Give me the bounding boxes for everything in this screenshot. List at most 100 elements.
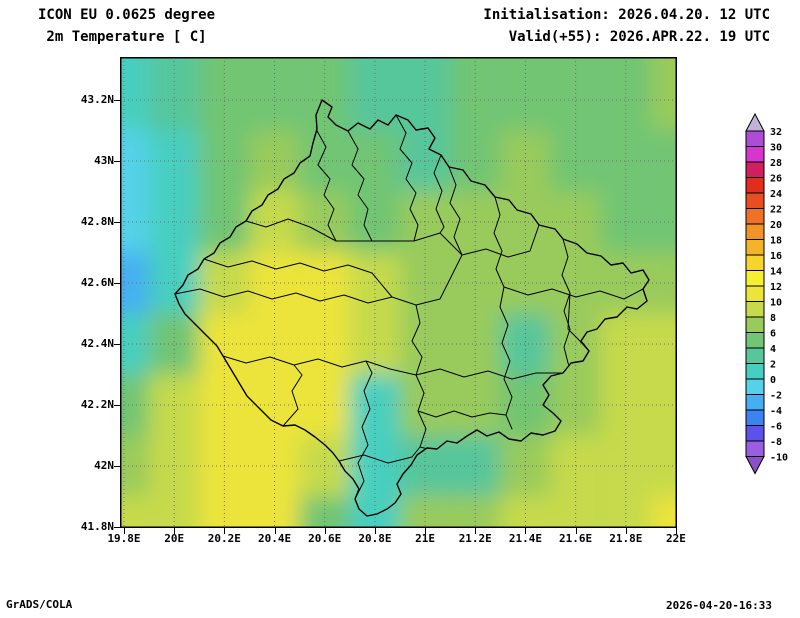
municipality-border-line — [203, 258, 393, 298]
model-title: ICON EU 0.0625 degree — [38, 7, 216, 23]
x-axis-label: 19.8E — [107, 532, 141, 545]
colorbar-segment — [745, 239, 765, 256]
municipality-border-line — [347, 130, 373, 242]
y-axis-tick — [114, 222, 120, 223]
y-axis-tick — [114, 344, 120, 345]
colorbar-segment — [745, 285, 765, 302]
y-axis-label: 41.8N — [80, 520, 114, 533]
heatmap-cell — [600, 313, 651, 375]
y-axis-label: 42.8N — [80, 215, 114, 228]
heatmap-cell — [120, 496, 150, 528]
colorbar-label: 20 — [770, 220, 782, 231]
municipality-border-line — [222, 355, 564, 380]
x-axis-tick — [324, 528, 326, 534]
colorbar-label: 14 — [770, 266, 782, 277]
y-axis-tick — [114, 405, 120, 406]
x-axis-label: 20.8E — [358, 532, 392, 545]
colorbar-label: 6 — [770, 328, 776, 339]
x-axis-label: 20E — [164, 532, 185, 545]
x-axis-label: 21E — [415, 532, 436, 545]
heatmap-cell — [650, 374, 677, 436]
heatmap-cell — [149, 313, 200, 375]
y-axis-label: 42.6N — [80, 276, 114, 289]
heatmap-cell — [650, 252, 677, 314]
colorbar-segment — [745, 130, 765, 147]
heatmap-cell — [650, 496, 677, 528]
x-axis-label: 21.6E — [559, 532, 593, 545]
colorbar-under-arrow — [745, 456, 765, 475]
heatmap-cell — [650, 57, 677, 131]
municipality-border-line — [433, 154, 445, 234]
heatmap-cell — [120, 57, 150, 131]
colorbar-segment — [745, 146, 765, 163]
colorbar-label: -8 — [770, 437, 782, 448]
colorbar-label: 26 — [770, 173, 782, 184]
colorbar-label: -6 — [770, 421, 782, 432]
x-axis-tick — [174, 528, 176, 534]
colorbar-label: 2 — [770, 359, 776, 370]
heatmap-cell — [349, 252, 400, 314]
colorbar-label: 18 — [770, 235, 782, 246]
colorbar-label: 4 — [770, 344, 776, 355]
x-axis-tick — [224, 528, 226, 534]
colorbar-segment — [745, 332, 765, 349]
colorbar-label: 32 — [770, 127, 782, 138]
x-axis-tick — [374, 528, 376, 534]
heatmap-cell — [650, 191, 677, 253]
x-axis-label: 20.2E — [207, 532, 241, 545]
colorbar-label: 0 — [770, 375, 776, 386]
init-time-label: Initialisation: 2026.04.20. 12 UTC — [483, 7, 770, 23]
valid-time-label: Valid(+55): 2026.APR.22. 19 UTC — [508, 29, 770, 45]
heatmap-cell — [650, 313, 677, 375]
heatmap-cell — [650, 130, 677, 192]
x-axis-tick — [625, 528, 627, 534]
colorbar-segment — [745, 161, 765, 178]
municipality-border-line — [499, 286, 513, 430]
municipality-borders — [175, 114, 644, 500]
colorbar-label: -10 — [770, 452, 788, 463]
colorbar-segment — [745, 409, 765, 426]
colorbar-label: 24 — [770, 189, 782, 200]
municipality-border-line — [417, 410, 507, 418]
grads-credit: GrADS/COLA — [6, 598, 73, 611]
colorbar-segment — [745, 177, 765, 194]
municipality-border-line — [395, 114, 419, 242]
x-axis-tick — [124, 528, 125, 534]
creation-timestamp: 2026-04-20-16:33 — [666, 599, 772, 612]
heatmap-cell — [650, 435, 677, 497]
x-axis-label: 21.4E — [508, 532, 542, 545]
kosovo-outline — [174, 99, 650, 517]
municipality-border-line — [448, 166, 463, 256]
y-axis-tick — [114, 466, 120, 467]
heatmap-cell — [149, 252, 200, 314]
colorbar-segment — [745, 223, 765, 240]
colorbar-label: 22 — [770, 204, 782, 215]
y-axis-label: 43N — [94, 154, 114, 167]
temperature-map — [120, 57, 677, 528]
municipality-border-line — [245, 218, 540, 258]
colorbar-segment — [745, 440, 765, 457]
y-axis-label: 43.2N — [80, 93, 114, 106]
kosovo-borders — [174, 99, 650, 517]
y-axis-tick — [114, 283, 120, 284]
colorbar-segment — [745, 208, 765, 225]
colorbar-segment — [745, 363, 765, 380]
municipality-border-line — [561, 238, 571, 364]
y-axis-label: 42.2N — [80, 398, 114, 411]
y-axis-label: 42N — [94, 459, 114, 472]
colorbar-label: -2 — [770, 390, 782, 401]
colorbar-segment — [745, 301, 765, 318]
colorbar-segment — [745, 316, 765, 333]
x-axis-tick — [675, 528, 677, 534]
x-axis-tick — [274, 528, 276, 534]
colorbar-label: 10 — [770, 297, 782, 308]
x-axis-tick — [425, 528, 427, 534]
x-axis-label: 20.4E — [257, 532, 292, 545]
colorbar-segment — [745, 378, 765, 395]
colorbar-label: 30 — [770, 142, 782, 153]
y-axis-tick — [114, 527, 120, 528]
y-axis-tick — [114, 100, 120, 101]
colorbar-segment — [745, 192, 765, 209]
